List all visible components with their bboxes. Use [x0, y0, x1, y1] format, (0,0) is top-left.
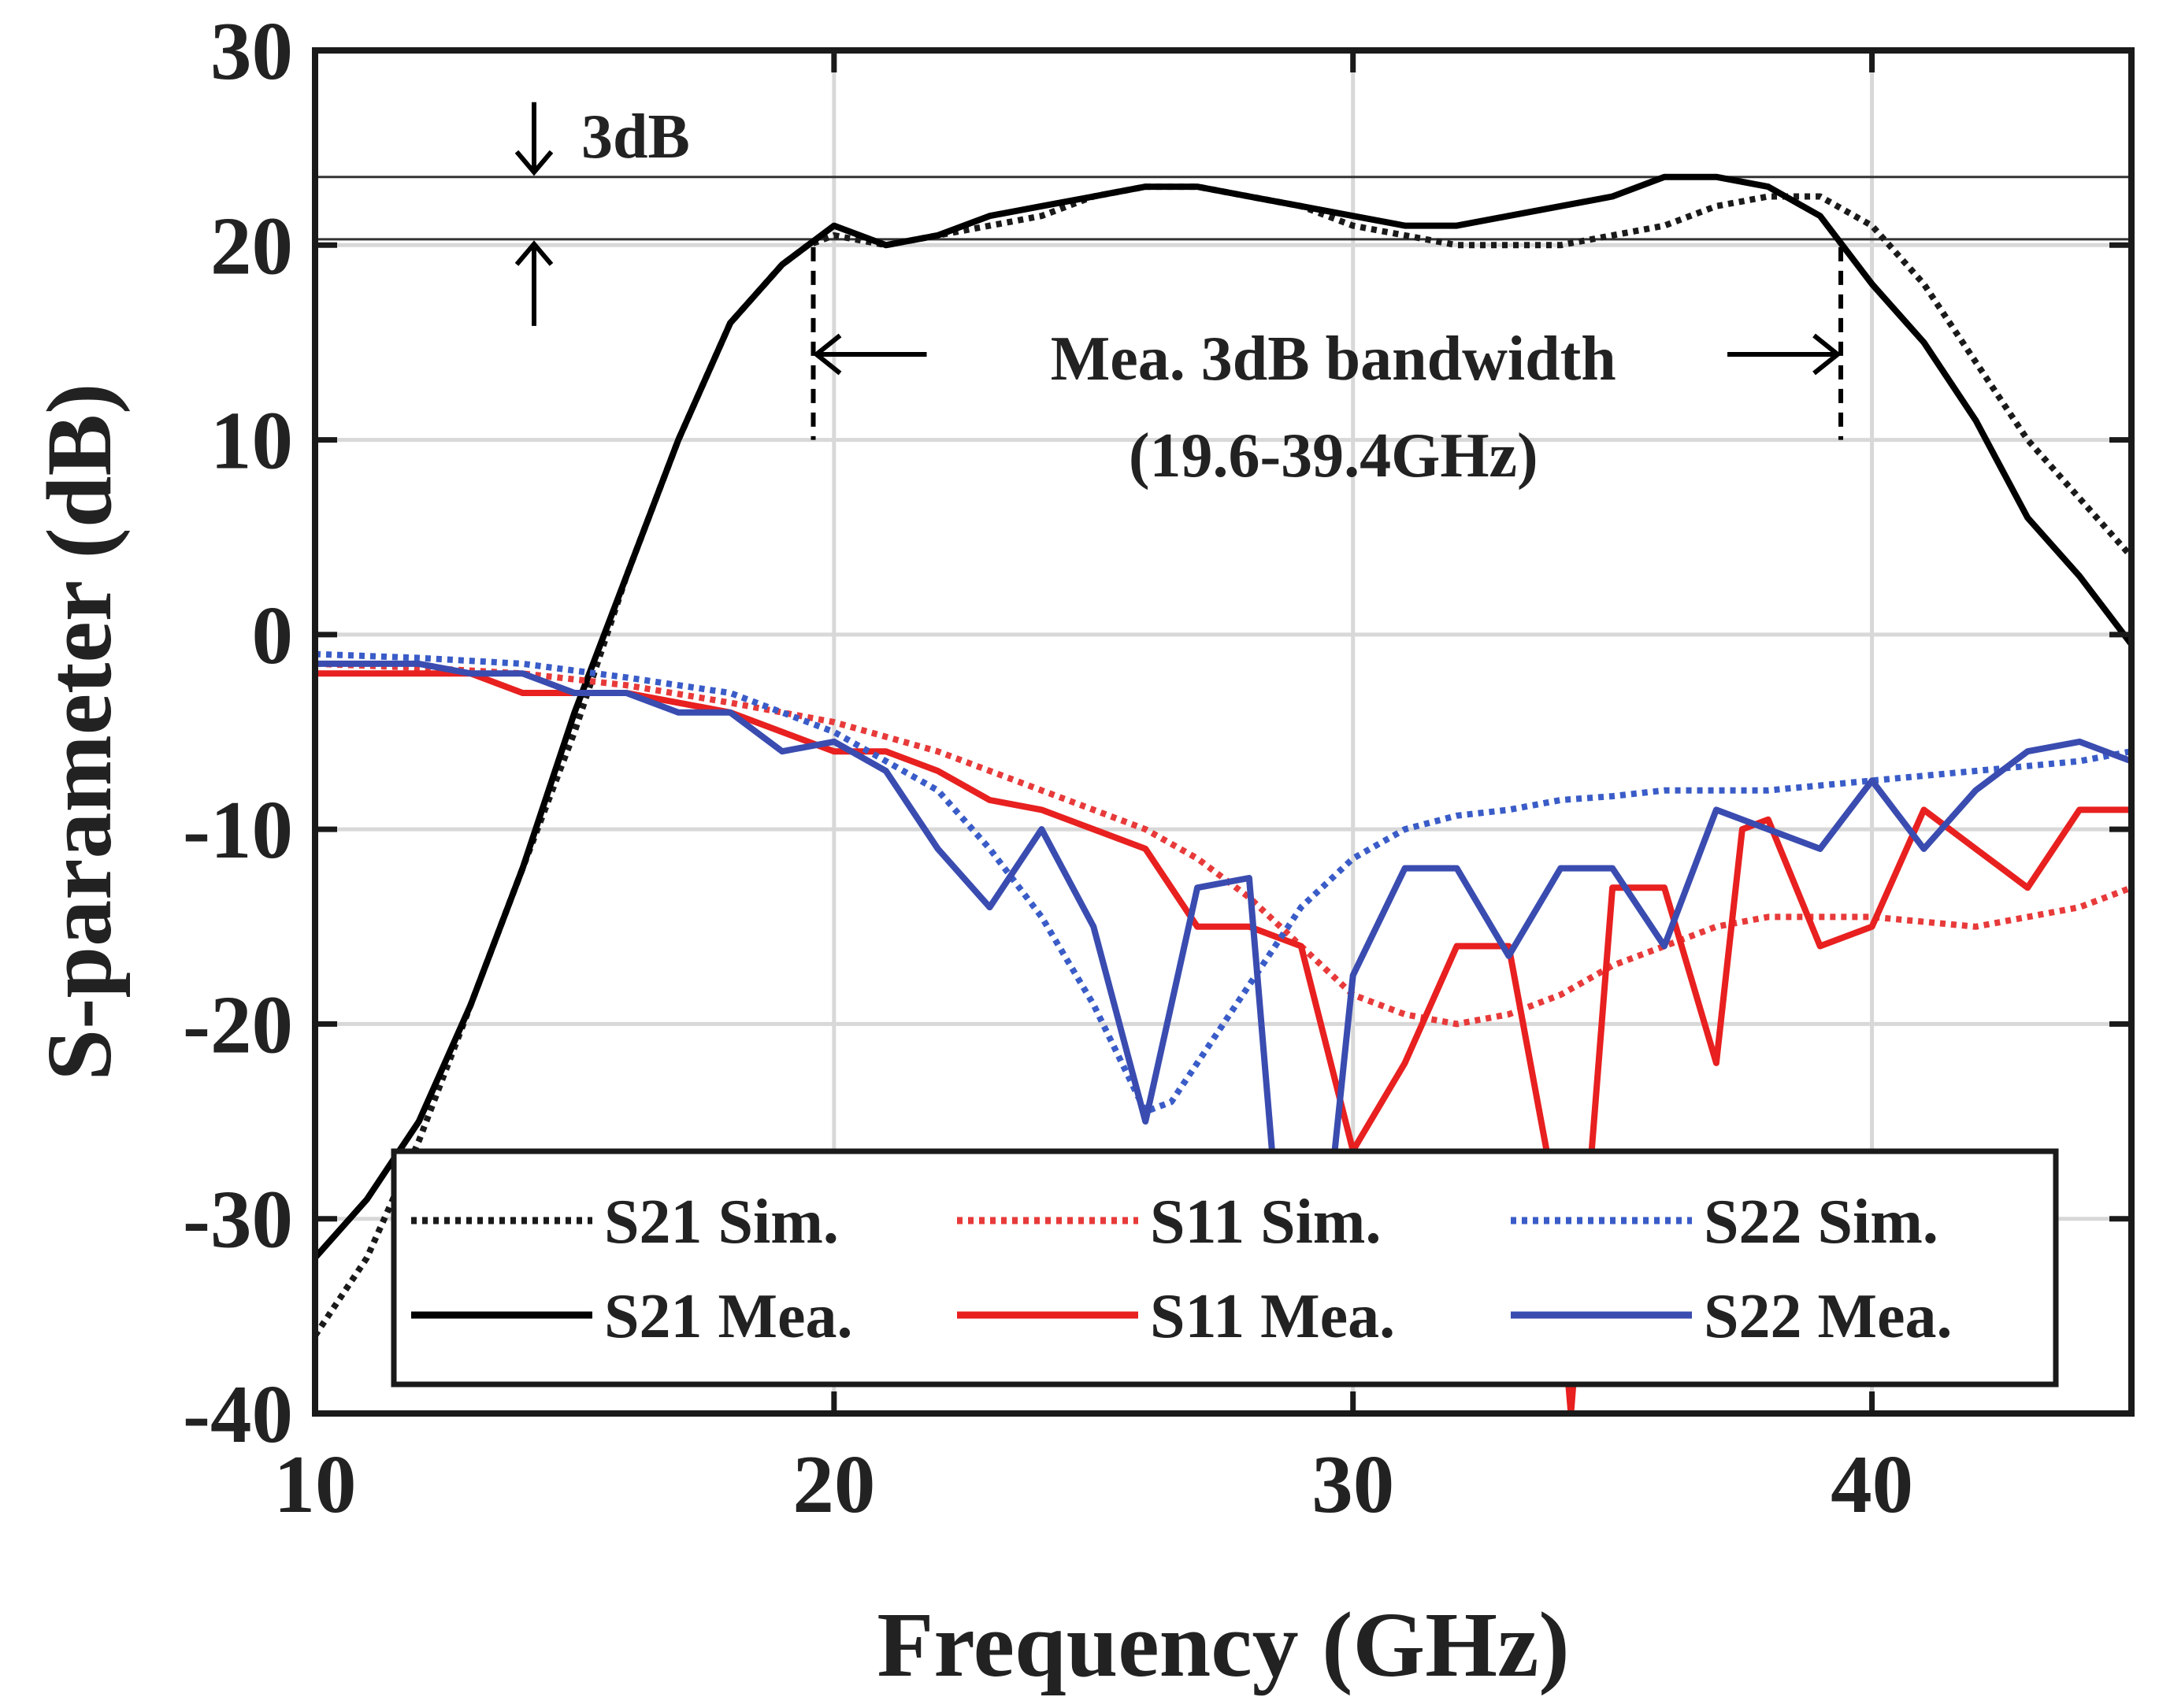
bandwidth-left-arrowhead — [812, 333, 842, 376]
y-tick-label: -40 — [183, 1368, 293, 1460]
y-tick-label: -20 — [183, 978, 293, 1070]
reference-lines — [315, 176, 2131, 241]
x-tick-label: 30 — [1311, 1438, 1394, 1530]
series-s21-mea — [315, 173, 2131, 1260]
bandwidth-label-line2: (19.6-39.4GHz) — [1129, 421, 1538, 491]
three-db-up-arrowhead — [514, 240, 554, 266]
three-db-label: 3dB — [581, 102, 690, 172]
x-tick-label: 10 — [274, 1438, 357, 1530]
legend-label: S22 Mea. — [1704, 1282, 1953, 1351]
y-tick-label: 10 — [210, 395, 293, 487]
legend: S21 Sim. S11 Sim. S22 Sim. S21 Mea. S11 Mea.… — [391, 1148, 2059, 1388]
bandwidth-right-arrowhead — [1812, 333, 1842, 376]
series-s22-sim — [315, 650, 2131, 1115]
y-tick-label: -10 — [183, 784, 293, 876]
y-tick-label: 20 — [210, 199, 293, 291]
plot-frame — [312, 47, 2135, 1417]
legend-label: S22 Sim. — [1704, 1187, 1938, 1257]
series-s21-sim — [315, 183, 2131, 1338]
series-s11-sim — [315, 660, 2131, 1028]
x-axis-title: Frequency (GHz) — [877, 1593, 1569, 1696]
series-s22-mea — [315, 660, 2131, 1378]
bandwidth-label-line1: Mea. 3dB bandwidth — [1051, 324, 1616, 394]
legend-label: S21 Mea. — [604, 1282, 853, 1351]
legend-label: S21 Sim. — [604, 1187, 839, 1257]
y-axis-title: S-parameter (dB) — [28, 383, 131, 1081]
three-db-down-arrowhead — [514, 150, 554, 176]
series-layer — [315, 173, 2131, 1413]
x-tick-label: 20 — [792, 1438, 875, 1530]
y-tick-label: -30 — [183, 1173, 293, 1265]
x-tick-label: 40 — [1831, 1438, 1913, 1530]
y-tick-label: 0 — [252, 589, 294, 681]
legend-label: S11 Sim. — [1150, 1187, 1381, 1257]
legend-box — [391, 1148, 2059, 1388]
annotations: 3dB Mea. 3dB bandwidth (19.6-39.4GHz) — [514, 102, 1844, 491]
y-tick-label: 30 — [210, 5, 293, 97]
legend-label: S11 Mea. — [1150, 1282, 1395, 1351]
axes: 10 20 30 40 -40 -30 -20 -10 0 10 20 30 — [183, 5, 2135, 1530]
